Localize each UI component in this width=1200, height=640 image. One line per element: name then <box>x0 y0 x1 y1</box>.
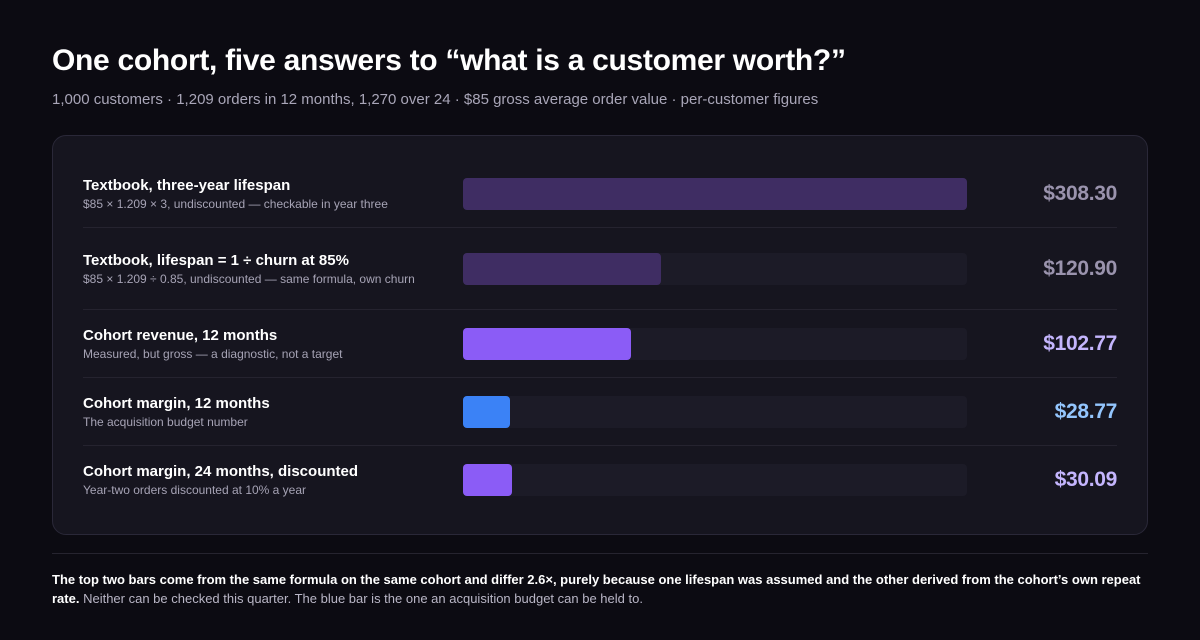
chart-row: Textbook, three-year lifespan $85 × 1.209… <box>83 160 1117 228</box>
value-label: $28.77 <box>1054 399 1118 423</box>
footnote: The top two bars come from the same form… <box>52 570 1148 608</box>
category-note: Year-two orders discounted at 10% a year <box>83 483 307 497</box>
footnote-text: Neither can be checked this quarter. The… <box>79 591 643 606</box>
bar-track <box>463 327 967 360</box>
bar-track <box>463 464 967 496</box>
chart-row: Textbook, lifespan = 1 ÷ churn at 85% $85… <box>83 228 1117 310</box>
bar-chart: Textbook, three-year lifespan $85 × 1.209… <box>83 160 1117 514</box>
category-note: $85 × 1.209 × 3, undiscounted — checkabl… <box>83 196 388 211</box>
chart-row: Cohort margin, 12 months The acquisition … <box>83 378 1117 446</box>
row-text: Cohort revenue, 12 months Measured, but g… <box>83 326 433 362</box>
page-title: One cohort, five answers to “what is a c… <box>52 44 846 77</box>
row-text: Cohort margin, 12 months The acquisition … <box>83 394 433 430</box>
footnote-emphasis: The top two bars come from the same form… <box>52 572 1141 606</box>
bar <box>463 177 967 210</box>
category-label: Cohort margin, 12 months <box>83 394 270 412</box>
chart-row: Cohort margin, 24 months, discounted Year… <box>83 446 1117 514</box>
row-text: Textbook, lifespan = 1 ÷ churn at 85% $85… <box>83 251 433 287</box>
chart-card: Textbook, three-year lifespan $85 × 1.209… <box>52 135 1148 535</box>
bar-track <box>463 252 967 285</box>
bar-track <box>463 177 967 210</box>
value-label: $30.09 <box>1054 468 1118 491</box>
bar <box>463 252 661 285</box>
chart-row: Cohort revenue, 12 months Measured, but g… <box>83 310 1117 378</box>
value-label: $308.30 <box>1043 181 1117 205</box>
category-note: The acquisition budget number <box>83 414 248 429</box>
value-label: $120.90 <box>1043 256 1117 280</box>
category-label: Cohort margin, 24 months, discounted <box>83 463 359 480</box>
bar-track <box>463 395 967 428</box>
row-text: Cohort margin, 24 months, discounted Year… <box>83 462 433 498</box>
bar <box>463 395 510 428</box>
category-label: Textbook, lifespan = 1 ÷ churn at 85% <box>83 251 349 269</box>
category-label: Textbook, three-year lifespan <box>83 176 291 194</box>
category-note: $85 × 1.209 ÷ 0.85, undiscounted — same … <box>83 271 415 286</box>
footnote-divider <box>52 553 1148 554</box>
bar <box>463 464 512 496</box>
page-subtitle: 1,000 customers · 1,209 orders in 12 mon… <box>52 91 819 108</box>
category-note: Measured, but gross — a diagnostic, not … <box>83 346 343 361</box>
category-label: Cohort revenue, 12 months <box>83 326 278 344</box>
bar <box>463 327 631 360</box>
value-label: $102.77 <box>1043 331 1117 355</box>
row-text: Textbook, three-year lifespan $85 × 1.209… <box>83 176 433 212</box>
